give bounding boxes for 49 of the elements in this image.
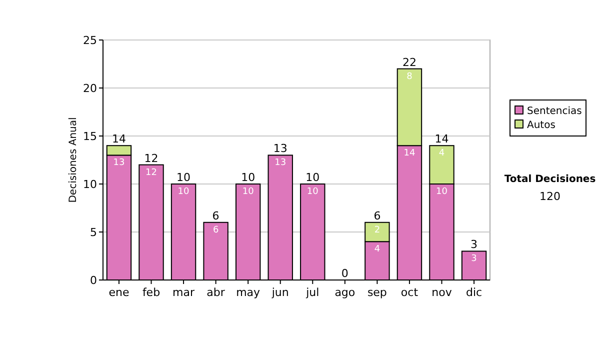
- data-label: 8: [406, 72, 413, 82]
- y-tick-label: 25: [83, 34, 97, 47]
- x-tick-label: sep: [367, 286, 387, 299]
- legend-label: Sentencias: [527, 106, 582, 117]
- x-tick-label: ene: [108, 286, 130, 299]
- total-label: 0: [341, 267, 348, 280]
- data-label: 6: [212, 225, 219, 236]
- total-label: 12: [144, 152, 158, 165]
- data-label: 10: [178, 187, 190, 197]
- x-tick-label: nov: [432, 286, 452, 299]
- y-axis-title: Decisiones Anual: [68, 117, 79, 203]
- data-label: 13: [274, 158, 286, 168]
- x-tick-label: jun: [270, 286, 289, 299]
- total-label: 10: [241, 171, 256, 184]
- data-label: 14: [404, 148, 416, 159]
- x-tick-label: may: [236, 286, 261, 299]
- legend-label: Autos: [527, 120, 556, 131]
- total-label: 10: [306, 171, 320, 184]
- x-tick-label: ago: [334, 286, 356, 299]
- total-label: 22: [402, 56, 416, 69]
- data-label: 10: [306, 187, 319, 197]
- text: Total Decisiones: [504, 174, 596, 185]
- data-label: 3: [471, 254, 477, 264]
- total-label: 13: [273, 142, 288, 156]
- total-label: 6: [374, 209, 381, 222]
- x-tick-label: oct: [400, 286, 419, 299]
- y-tick-label: 10: [83, 178, 97, 191]
- y-tick-label: 5: [90, 226, 97, 239]
- x-tick-label: dic: [466, 286, 482, 299]
- y-tick-label: 20: [83, 82, 97, 95]
- x-tick-label: feb: [142, 286, 160, 299]
- x-tick-label: jul: [305, 286, 320, 299]
- total-label: 6: [212, 209, 220, 222]
- y-tick-label: 0: [90, 274, 97, 287]
- data-label: 2: [374, 225, 380, 236]
- data-label: 4: [438, 148, 445, 159]
- total-label: 14: [112, 132, 126, 146]
- total-label: 14: [434, 132, 449, 146]
- data-label: 10: [242, 187, 254, 197]
- x-tick-label: abr: [206, 286, 226, 299]
- data-label: 10: [436, 187, 448, 197]
- data-label: 12: [146, 168, 157, 178]
- total-label: 10: [176, 171, 191, 184]
- text: 120: [540, 190, 560, 203]
- y-tick-label: 15: [83, 130, 97, 143]
- total-label: 3: [470, 238, 478, 252]
- data-label: 4: [374, 244, 380, 255]
- x-tick-label: mar: [172, 286, 195, 299]
- data-label: 13: [113, 158, 125, 168]
